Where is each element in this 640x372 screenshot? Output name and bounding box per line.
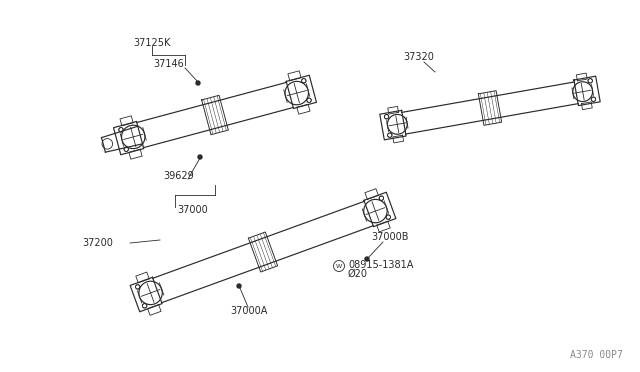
Text: 37000B: 37000B <box>371 232 408 242</box>
Circle shape <box>198 155 202 159</box>
Text: 37000A: 37000A <box>230 306 268 316</box>
Text: 37320: 37320 <box>403 52 434 62</box>
Text: 37000: 37000 <box>177 205 208 215</box>
Text: 37125K: 37125K <box>133 38 170 48</box>
Circle shape <box>196 81 200 85</box>
Text: 39629: 39629 <box>163 171 194 181</box>
Text: 37200: 37200 <box>82 238 113 248</box>
Circle shape <box>365 257 369 261</box>
Text: A370 00P7: A370 00P7 <box>570 350 623 360</box>
Text: Ø20: Ø20 <box>348 269 368 279</box>
Text: 37146: 37146 <box>153 59 184 69</box>
Text: 08915-1381A: 08915-1381A <box>348 260 413 270</box>
Text: W: W <box>336 263 342 269</box>
Circle shape <box>237 284 241 288</box>
